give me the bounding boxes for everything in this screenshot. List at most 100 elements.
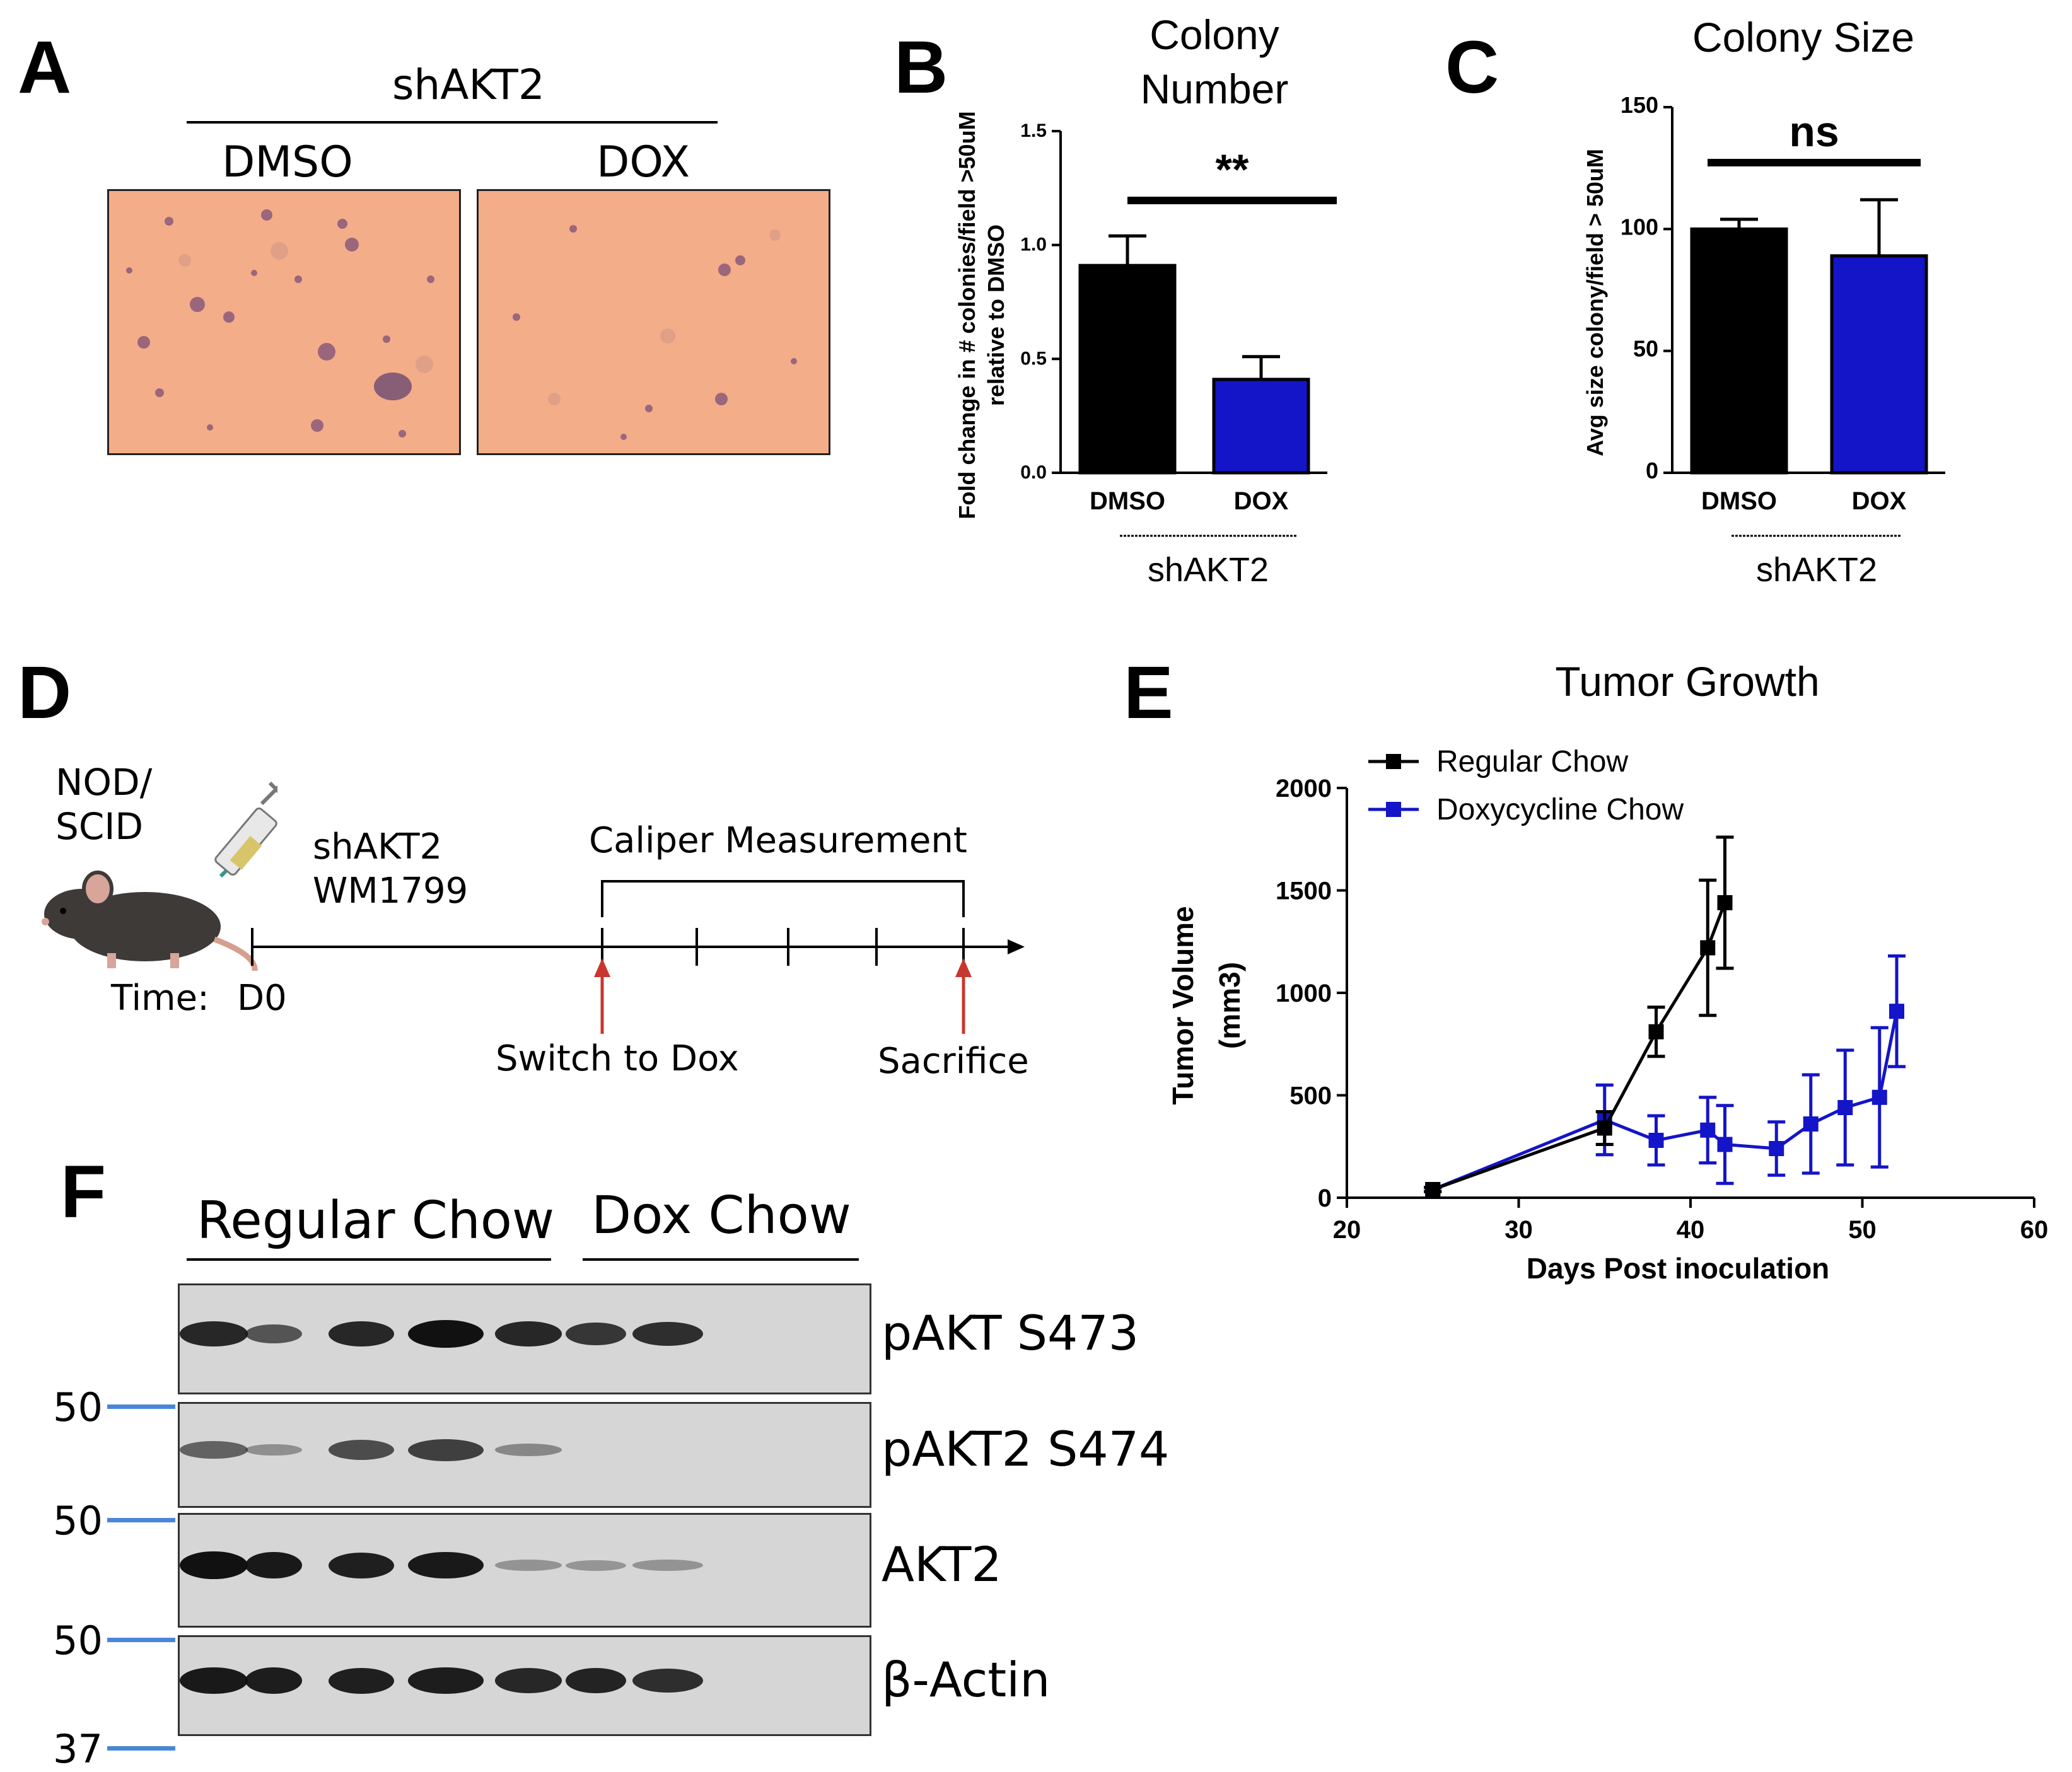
x-axis-label: Days Post inoculation (1527, 1252, 1830, 1285)
significance-label: ** (1216, 146, 1249, 194)
data-point (1837, 1100, 1853, 1115)
panel-a-dox-label: DOX (597, 137, 690, 187)
caliper-bracket (601, 880, 965, 917)
ladder-line (107, 1404, 175, 1409)
y-tick-label: 1500 (1276, 877, 1332, 905)
legend-marker (1386, 754, 1401, 769)
blot-band (566, 1560, 626, 1571)
cell-line-label-line2: WM1799 (313, 871, 469, 912)
x-tick-label: DOX (1234, 487, 1289, 515)
bar-dmso (1078, 263, 1177, 475)
y-axis-label: relative to DMSO (983, 224, 1009, 406)
chart-title: Tumor Growth (1555, 658, 1819, 705)
blot-band (408, 1439, 484, 1461)
data-point (1648, 1024, 1664, 1039)
y-tick-label: 0 (1318, 1184, 1332, 1212)
y-tick-label: 1000 (1276, 980, 1332, 1007)
panel-a-dmso-label: DMSO (222, 137, 353, 187)
data-point (1717, 895, 1733, 910)
data-point (1871, 1089, 1887, 1105)
marker-label: 50 (53, 1618, 103, 1664)
blot-band (245, 1444, 302, 1456)
x-tick-label: 20 (1333, 1216, 1361, 1244)
y-tick-label: 0.0 (1020, 462, 1047, 483)
y-tick-label: 0 (1646, 458, 1658, 484)
data-point (1648, 1133, 1664, 1148)
y-tick-label: 100 (1621, 214, 1658, 240)
data-point (1700, 1122, 1716, 1138)
panel-c-letter: C (1445, 26, 1499, 109)
blot-band (495, 1444, 562, 1456)
dox-colony-micrograph (477, 189, 830, 455)
timeline-diagram (251, 880, 1025, 1034)
blot-band (329, 1321, 394, 1346)
blot--actin (178, 1635, 871, 1736)
x-tick-label: 40 (1677, 1216, 1705, 1244)
time-label: Time: (111, 978, 209, 1019)
cell-line-label-line1: shAKT2 (313, 826, 443, 867)
x-tick-label: DMSO (1090, 487, 1165, 515)
blot-band (408, 1667, 484, 1694)
y-tick-label: 2000 (1276, 775, 1332, 802)
mouse-icon (42, 871, 258, 971)
data-point (1803, 1116, 1819, 1132)
blot-band (245, 1551, 302, 1579)
tumor-growth-chart: Tumor Growth 0 500 1000 1500 2000 20 30 40 50 60 Da… (1167, 658, 2049, 1285)
legend-label: Doxycycline Chow (1436, 793, 1684, 826)
series-line (1432, 1011, 1899, 1191)
mouse-syringe-illustration (42, 781, 277, 971)
blot-band (329, 1552, 394, 1578)
blot-band (566, 1667, 626, 1694)
panel-f-letter: F (61, 1150, 107, 1234)
sacrifice-arrow-icon (955, 958, 972, 1034)
panel-a-group-label: shAKT2 (392, 61, 545, 109)
blot-band (408, 1551, 484, 1579)
panel-e-letter: E (1124, 651, 1173, 734)
data-point (1889, 1004, 1904, 1019)
blot-band (632, 1560, 703, 1571)
y-tick-label: 0.5 (1020, 348, 1047, 369)
blot-band (495, 1321, 562, 1346)
y-tick-label: 150 (1621, 92, 1658, 118)
blot-band (245, 1324, 302, 1344)
panel-d-letter: D (18, 651, 72, 734)
switch-arrow-icon (594, 958, 610, 1034)
switch-to-dox-label: Switch to Dox (496, 1038, 739, 1079)
day-zero-label: D0 (237, 978, 287, 1019)
x-tick-label: 30 (1505, 1216, 1533, 1244)
marker-label: 50 (53, 1384, 103, 1430)
data-point (1425, 1182, 1441, 1197)
blot-band (495, 1560, 562, 1571)
data-point (1769, 1141, 1784, 1156)
marker-label: 50 (53, 1498, 103, 1544)
x-tick-label: 60 (2020, 1216, 2049, 1244)
y-tick-label: 1.5 (1020, 120, 1047, 141)
y-axis-label: Avg size colony/field > 50uM (1582, 149, 1608, 456)
sacrifice-label: Sacrifice (878, 1041, 1029, 1082)
x-tick-label: DMSO (1701, 487, 1777, 515)
significance-label: ns (1789, 108, 1839, 156)
chart-title-line2: Number (1141, 66, 1289, 112)
x-tick-label: DOX (1852, 487, 1907, 515)
blot-band (632, 1322, 703, 1346)
blot-band (329, 1667, 394, 1694)
mouse-strain-label-line1: NOD/ (55, 761, 153, 804)
data-point (1597, 1120, 1612, 1136)
blot-label: AKT2 (882, 1536, 1002, 1592)
blot-band (180, 1441, 248, 1459)
ladder-line (107, 1518, 175, 1522)
ladder-line (107, 1638, 175, 1642)
mouse-strain-label-line2: SCID (55, 805, 144, 848)
blot-akt2 (178, 1513, 871, 1628)
data-point (1717, 1137, 1733, 1152)
panel-a-group-line (187, 121, 718, 124)
dmso-colony-micrograph (107, 189, 461, 455)
marker-label: 37 (53, 1726, 103, 1772)
dox-chow-group-label: Dox Chow (591, 1186, 851, 1246)
blot-band (180, 1321, 248, 1346)
blot-band (566, 1322, 626, 1346)
x-tick-label: 50 (1848, 1216, 1877, 1244)
colony-number-chart: Colony Number 0.0 0.5 1.0 1.5 Fold change in #… (954, 11, 1337, 589)
colony-size-chart: Colony Size 0 50 100 150 Avg size colony/fiel… (1582, 14, 1945, 589)
timeline-arrowhead (1008, 939, 1025, 954)
